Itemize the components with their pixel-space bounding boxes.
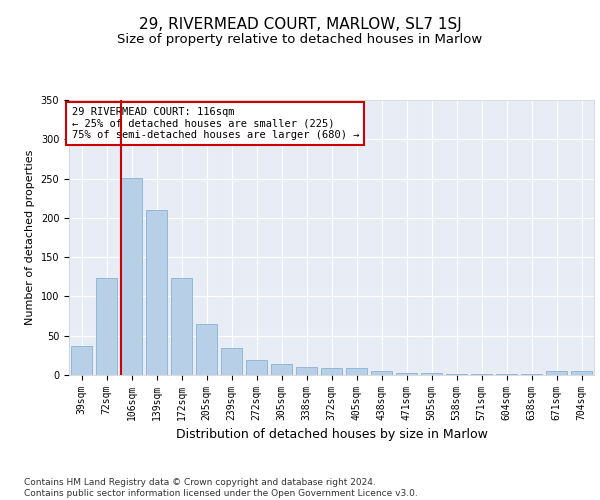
Y-axis label: Number of detached properties: Number of detached properties <box>25 150 35 325</box>
Text: 29 RIVERMEAD COURT: 116sqm
← 25% of detached houses are smaller (225)
75% of sem: 29 RIVERMEAD COURT: 116sqm ← 25% of deta… <box>71 107 359 140</box>
Text: Contains HM Land Registry data © Crown copyright and database right 2024.
Contai: Contains HM Land Registry data © Crown c… <box>24 478 418 498</box>
Bar <box>121 178 142 375</box>
Bar <box>146 210 167 375</box>
Bar <box>321 368 342 375</box>
Bar <box>96 278 117 375</box>
Text: Size of property relative to detached houses in Marlow: Size of property relative to detached ho… <box>118 32 482 46</box>
Bar <box>396 372 417 375</box>
Bar <box>546 371 567 375</box>
Bar <box>246 360 267 375</box>
Bar <box>221 348 242 375</box>
Bar <box>421 372 442 375</box>
Bar <box>446 374 467 375</box>
Bar <box>521 374 542 375</box>
Text: 29, RIVERMEAD COURT, MARLOW, SL7 1SJ: 29, RIVERMEAD COURT, MARLOW, SL7 1SJ <box>139 18 461 32</box>
Bar <box>296 367 317 375</box>
Bar <box>271 364 292 375</box>
Bar <box>571 371 592 375</box>
Bar <box>346 368 367 375</box>
Bar <box>196 324 217 375</box>
Bar <box>171 278 192 375</box>
Bar <box>496 374 517 375</box>
Bar <box>71 346 92 375</box>
Bar <box>471 374 492 375</box>
Bar <box>371 371 392 375</box>
X-axis label: Distribution of detached houses by size in Marlow: Distribution of detached houses by size … <box>176 428 487 442</box>
